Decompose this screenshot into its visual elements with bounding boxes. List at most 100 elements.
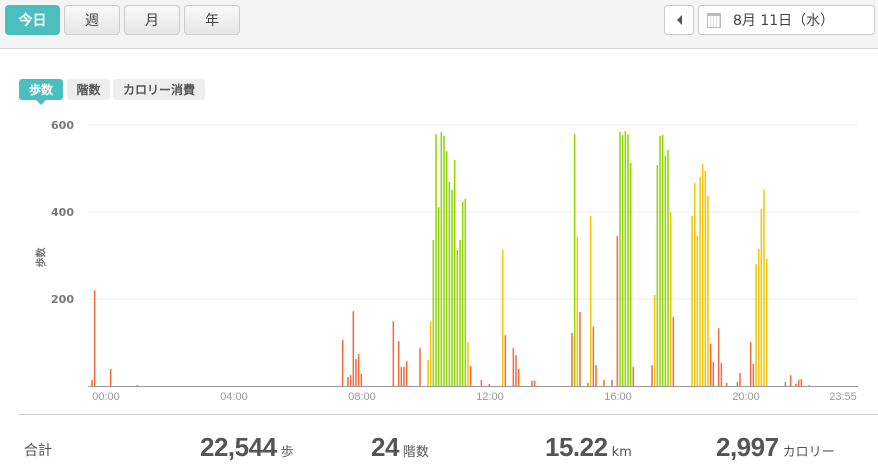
tab-calories[interactable]: カロリー消費: [113, 79, 205, 100]
bar: [427, 359, 429, 386]
bar: [589, 215, 592, 386]
x-tick-label: 12:00: [476, 391, 504, 403]
bar: [467, 342, 469, 386]
bar: [784, 382, 787, 386]
bar: [587, 382, 589, 386]
bar: [632, 366, 635, 386]
bar: [789, 375, 792, 386]
bar: [667, 149, 669, 386]
bar: [437, 207, 440, 386]
bar: [672, 316, 675, 386]
bar: [533, 380, 536, 386]
bar: [709, 343, 712, 386]
bar: [347, 376, 349, 386]
bar: [360, 373, 363, 386]
x-tick-label: 08:00: [348, 391, 376, 403]
bar: [579, 312, 581, 386]
bar: [651, 365, 653, 386]
y-tick-label: 200: [51, 293, 74, 306]
bar: [691, 215, 693, 386]
total-floors: 24 階数: [371, 432, 429, 463]
bar: [629, 162, 632, 386]
bar: [456, 249, 459, 386]
period-year-button[interactable]: 年: [184, 5, 240, 35]
bar: [699, 176, 701, 386]
bar: [757, 248, 760, 386]
total-calories: 2,997 カロリー: [716, 432, 835, 463]
bar: [661, 135, 664, 386]
bar: [795, 383, 797, 386]
period-month-button[interactable]: 月: [124, 5, 180, 35]
bar: [707, 195, 709, 386]
x-tick-label: 20:00: [732, 391, 760, 403]
bar: [592, 326, 595, 386]
bar: [739, 372, 741, 386]
bar: [504, 335, 507, 386]
tab-steps[interactable]: 歩数: [19, 79, 63, 105]
bar: [136, 385, 139, 386]
bar: [693, 182, 696, 386]
period-today-button[interactable]: 今日: [5, 5, 60, 35]
bar: [669, 212, 672, 386]
total-steps: 22,544 歩: [200, 432, 294, 463]
bar: [701, 164, 704, 386]
bar: [765, 258, 768, 386]
bar: [656, 165, 659, 386]
toolbar: 今日 週 月 年 8月 11日（水）: [0, 0, 878, 49]
bar: [459, 239, 461, 386]
bar: [392, 321, 395, 386]
date-picker[interactable]: 8月 11日（水）: [698, 5, 875, 35]
bar: [763, 189, 765, 386]
bar: [405, 361, 408, 386]
bar: [461, 201, 464, 386]
bar: [717, 328, 720, 386]
steps-chart: 200 400 600 00:00 04:00 08:00 12:00 16:00 20:00 2…: [51, 119, 858, 403]
bar: [488, 383, 491, 386]
bar: [664, 155, 667, 386]
divider: [18, 414, 878, 415]
bar: [573, 134, 576, 386]
bar: [397, 341, 400, 386]
bar: [595, 365, 597, 386]
chevron-left-icon: [676, 15, 682, 25]
bar: [448, 181, 451, 386]
bar: [403, 366, 405, 386]
bar: [760, 208, 763, 386]
bar: [619, 131, 621, 386]
bar: [443, 135, 445, 386]
bar: [797, 379, 800, 386]
total-calories-value: 2,997: [716, 432, 779, 462]
bar: [576, 236, 579, 386]
bar: [720, 362, 723, 386]
bar: [752, 363, 755, 386]
bar: [603, 379, 605, 386]
tab-floors[interactable]: 階数: [67, 79, 110, 100]
y-tick-label: 600: [51, 119, 74, 132]
period-week-button[interactable]: 週: [64, 5, 120, 35]
bar: [91, 379, 93, 386]
bar: [109, 369, 112, 386]
bar: [512, 348, 515, 386]
y-tick-label: 400: [51, 206, 74, 219]
bar: [453, 159, 456, 386]
bar: [480, 379, 483, 386]
bar: [704, 171, 707, 386]
total-floors-value: 24: [371, 432, 399, 462]
total-calories-unit: カロリー: [782, 445, 835, 460]
bar: [435, 134, 437, 386]
total-floors-unit: 階数: [402, 445, 429, 460]
bar: [464, 198, 467, 386]
bar: [755, 264, 757, 386]
bar: [749, 342, 752, 386]
total-steps-unit: 歩: [280, 445, 294, 460]
x-tick-label: 23:55: [829, 391, 857, 403]
x-tick-label: 04:00: [220, 391, 248, 403]
previous-date-button[interactable]: [664, 5, 694, 35]
bar: [349, 375, 352, 386]
bar: [736, 382, 739, 386]
bar: [432, 239, 435, 386]
bar: [696, 235, 699, 386]
x-tick-label: 16:00: [604, 391, 632, 403]
bar: [571, 332, 573, 386]
bar: [808, 385, 811, 386]
